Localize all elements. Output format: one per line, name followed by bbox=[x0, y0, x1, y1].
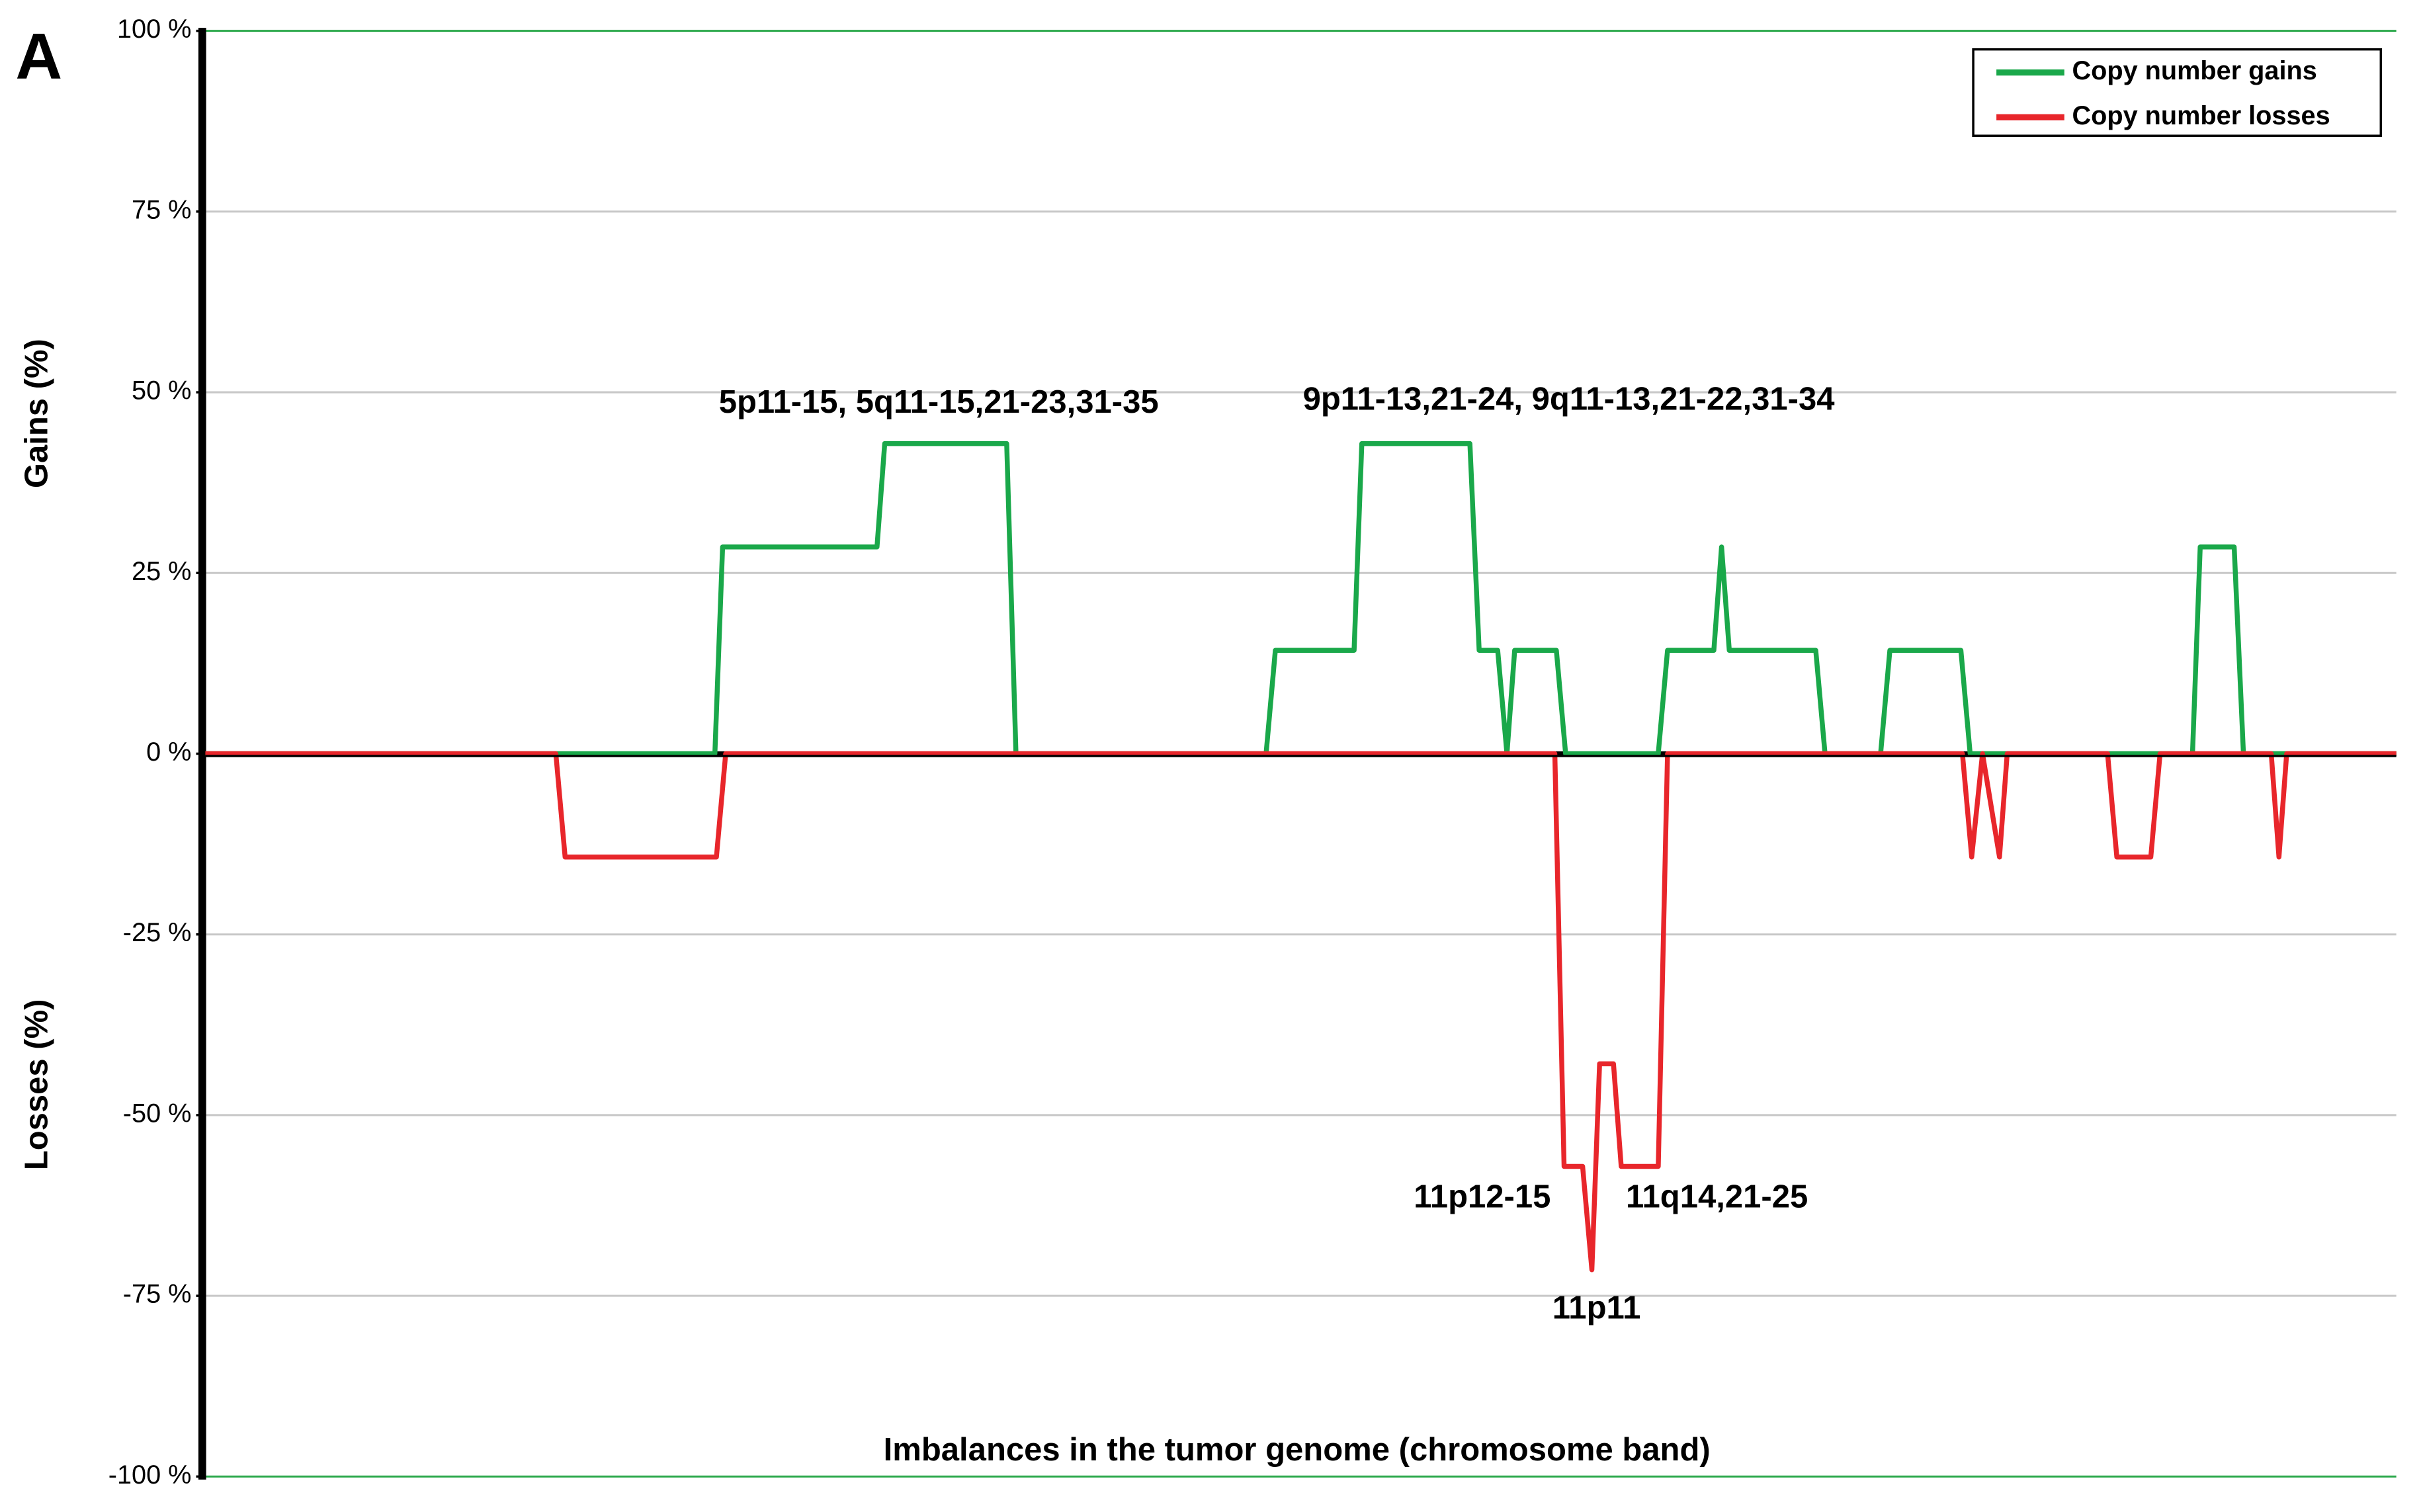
y-tick-label: -50 % bbox=[123, 1099, 192, 1128]
annotation: 11p11 bbox=[1552, 1290, 1641, 1325]
annotation: 11q14,21-25 bbox=[1626, 1179, 1808, 1214]
annotation: 9p11-13,21-24, 9q11-13,21-22,31-34 bbox=[1303, 381, 1835, 417]
legend-box bbox=[1972, 48, 2383, 138]
series-line bbox=[205, 441, 2397, 757]
legend-label: Copy number losses bbox=[2072, 101, 2330, 130]
y-tick-label: -100 % bbox=[108, 1460, 192, 1490]
annotation: 11p12-15 bbox=[1414, 1179, 1550, 1214]
y-tick-label: 100 % bbox=[117, 15, 191, 44]
y-axis-label-gains: Gains (%) bbox=[19, 339, 54, 488]
x-axis-label: Imbalances in the tumor genome (chromoso… bbox=[884, 1432, 1711, 1468]
panel-label: A bbox=[15, 20, 62, 93]
y-tick-label: -75 % bbox=[123, 1280, 192, 1309]
y-tick-label: 0 % bbox=[146, 737, 191, 767]
annotation: 5p11-15, 5q11-15,21-23,31-35 bbox=[719, 384, 1159, 420]
y-tick-label: 25 % bbox=[132, 557, 191, 586]
y-axis-label-losses: Losses (%) bbox=[19, 999, 54, 1171]
y-tick-label: -25 % bbox=[123, 918, 192, 947]
legend-label: Copy number gains bbox=[2072, 56, 2316, 85]
y-tick-label: 75 % bbox=[132, 195, 191, 224]
y-tick-label: 50 % bbox=[132, 376, 191, 405]
series-line bbox=[205, 751, 2397, 1273]
